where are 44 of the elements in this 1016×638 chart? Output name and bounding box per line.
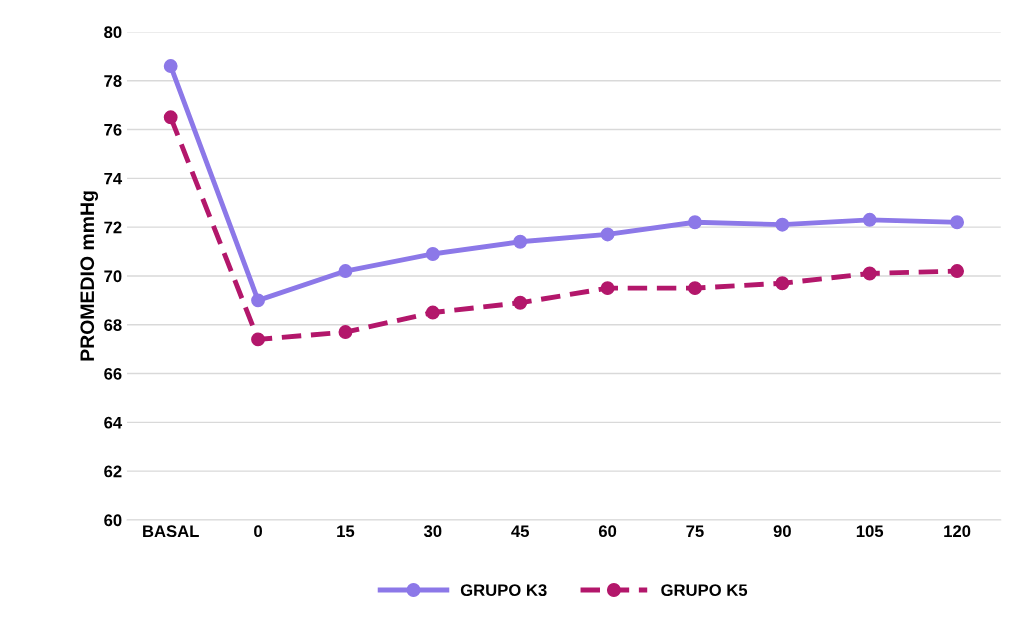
point bbox=[163, 59, 178, 74]
point bbox=[775, 217, 790, 232]
point bbox=[163, 110, 178, 125]
x-tick-label: 15 bbox=[337, 525, 355, 538]
point bbox=[600, 227, 615, 242]
point bbox=[425, 247, 440, 261]
point bbox=[338, 264, 353, 278]
y-tick-label: 64 bbox=[104, 416, 123, 429]
point bbox=[338, 325, 353, 340]
point bbox=[950, 264, 965, 278]
x-tick-label: 60 bbox=[598, 525, 617, 538]
legend-label: GRUPO K3 bbox=[460, 584, 547, 597]
y-axis-title: PROMEDIO mmHg bbox=[80, 191, 99, 361]
legend-label: GRUPO K5 bbox=[661, 584, 748, 597]
point bbox=[950, 215, 965, 230]
y-tick-label: 70 bbox=[104, 270, 122, 283]
y-tick-label: 62 bbox=[104, 465, 122, 478]
point bbox=[251, 332, 266, 347]
x-tick-label: 0 bbox=[254, 525, 263, 538]
point bbox=[251, 293, 266, 308]
y-tick-label: 60 bbox=[104, 514, 122, 527]
x-tick-label: 120 bbox=[944, 525, 971, 538]
x-tick-label: 45 bbox=[511, 525, 529, 538]
x-tick-label: 90 bbox=[773, 525, 791, 538]
y-tick-label: 66 bbox=[104, 367, 122, 380]
y-tick-label: 80 bbox=[104, 26, 122, 39]
y-tick-label: 74 bbox=[104, 172, 123, 185]
point bbox=[513, 234, 528, 249]
x-tick-label: 105 bbox=[856, 525, 884, 538]
x-tick-label: 75 bbox=[686, 525, 704, 538]
y-tick-label: 78 bbox=[104, 75, 122, 87]
point bbox=[775, 276, 790, 291]
point bbox=[687, 281, 702, 296]
y-tick-label: 72 bbox=[104, 221, 122, 234]
point bbox=[513, 295, 528, 310]
point bbox=[425, 305, 440, 320]
x-tick-label: 30 bbox=[423, 525, 442, 538]
y-tick-label: 68 bbox=[104, 319, 122, 331]
point bbox=[687, 215, 702, 230]
y-tick-label: 76 bbox=[104, 123, 122, 136]
point bbox=[862, 266, 877, 281]
x-tick-label: BASAL bbox=[143, 525, 199, 538]
point bbox=[600, 281, 615, 296]
point bbox=[862, 212, 877, 227]
